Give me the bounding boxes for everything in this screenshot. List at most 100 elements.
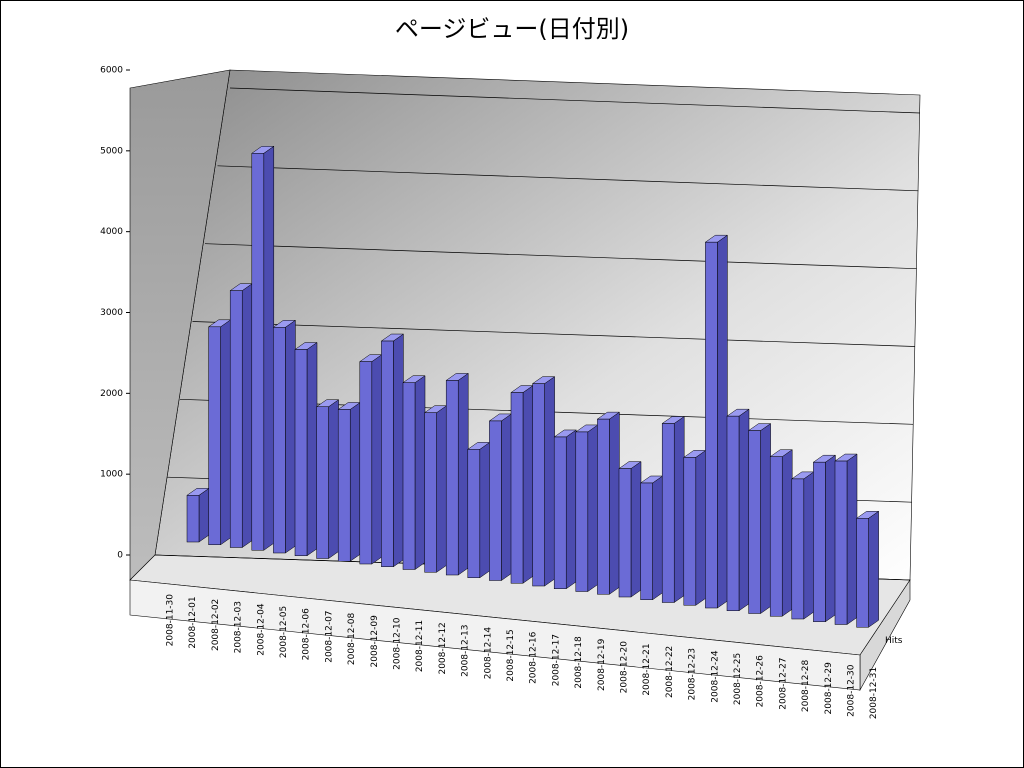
bar <box>423 405 448 573</box>
bar-side <box>717 234 728 609</box>
bar-front <box>791 478 805 620</box>
bar-side <box>695 449 707 606</box>
bar <box>488 413 513 581</box>
x-tick-label: 2008-12-25 <box>733 653 743 705</box>
x-tick-label: 2008-12-04 <box>256 603 266 656</box>
bar <box>467 441 491 579</box>
bar <box>661 416 685 603</box>
y-tick-label: 1000 <box>100 470 123 480</box>
grid-line <box>217 165 919 192</box>
bar <box>791 471 815 620</box>
y-tick-label: 0 <box>117 551 123 561</box>
bar <box>575 424 599 592</box>
bar-front <box>402 382 416 570</box>
x-tick-label: 2008-12-18 <box>574 636 584 689</box>
bar-front <box>726 415 740 611</box>
bar-side <box>846 453 858 625</box>
bar <box>402 375 426 570</box>
x-tick-label: 2008-12-14 <box>483 627 493 680</box>
x-tick-label: 2008-12-28 <box>801 660 811 713</box>
x-tick-label: 2008-12-08 <box>347 613 357 666</box>
bar <box>683 449 707 606</box>
bar-front <box>640 482 653 600</box>
y-tick-label: 5000 <box>100 146 123 156</box>
x-tick-label: 2008-12-15 <box>506 629 516 681</box>
bar <box>834 453 858 625</box>
x-tick-label: 2008-12-06 <box>302 608 312 661</box>
x-tick-label: 2008-12-29 <box>824 662 834 715</box>
bar-side <box>501 413 512 581</box>
bar-side <box>285 319 296 554</box>
bar-front <box>381 340 394 567</box>
bar-side <box>328 399 339 559</box>
bar-side <box>220 319 231 546</box>
bar-front <box>748 430 761 614</box>
bar <box>747 423 772 614</box>
bar <box>315 399 340 559</box>
y-tick-label: 3000 <box>100 308 123 318</box>
x-tick-label: 2008-12-01 <box>188 596 198 648</box>
bar-front <box>510 392 524 584</box>
bar-side <box>781 449 793 617</box>
bar-side <box>544 376 555 587</box>
chart-title: ページビュー(日付別) <box>395 15 629 43</box>
bar <box>207 319 232 546</box>
bar <box>294 342 318 557</box>
x-tick-label: 2008-12-20 <box>620 641 630 694</box>
bar-front <box>359 361 373 565</box>
bar <box>337 401 361 562</box>
bar-front <box>661 423 675 603</box>
bar <box>510 385 534 584</box>
bar-front <box>294 349 308 556</box>
bar-side <box>479 441 491 579</box>
bar <box>812 454 837 623</box>
bar <box>186 487 210 543</box>
bar-front <box>273 327 286 554</box>
bar-side <box>414 375 426 570</box>
bar-side <box>349 401 361 562</box>
x-tick-label: 2008-12-23 <box>688 648 698 700</box>
bar-front <box>618 468 632 598</box>
bar <box>359 354 383 565</box>
bar-side <box>630 461 642 598</box>
bar <box>380 333 405 568</box>
x-tick-label: 2008-12-09 <box>370 615 380 668</box>
bar-side <box>393 333 404 568</box>
bar-front <box>316 406 329 559</box>
bar <box>445 372 469 576</box>
bar-front <box>532 383 545 587</box>
bar-side <box>457 372 469 576</box>
bar <box>596 411 621 595</box>
bar-front <box>834 460 848 625</box>
bar-front <box>208 326 221 546</box>
x-tick-label: 2008-12-24 <box>710 650 720 703</box>
bar-front <box>856 518 869 628</box>
x-tick-label: 2008-12-19 <box>597 638 607 691</box>
bar-side <box>652 475 663 601</box>
bar-side <box>609 411 620 595</box>
bar-side <box>306 342 318 557</box>
bar <box>272 319 297 554</box>
bar-side <box>565 429 577 590</box>
bar-front <box>445 380 459 576</box>
bar-front <box>575 431 589 592</box>
bar-front <box>769 456 783 617</box>
bar-side <box>371 354 383 565</box>
x-tick-label: 2008-12-30 <box>847 664 857 717</box>
bar-side <box>587 424 599 592</box>
x-tick-label: 2008-11-30 <box>166 594 176 647</box>
x-tick-label: 2008-12-26 <box>756 655 766 708</box>
grid-line <box>204 243 917 270</box>
bar <box>769 449 793 617</box>
bar-side <box>673 416 685 603</box>
bar <box>726 408 750 612</box>
bar-side <box>825 454 836 623</box>
bar-side <box>522 385 534 584</box>
bar <box>618 461 642 598</box>
bar-front <box>813 461 826 623</box>
bar-side <box>803 471 815 620</box>
bar-front <box>553 436 567 589</box>
bar-side <box>198 487 210 543</box>
x-tick-label: 2008-12-17 <box>551 634 561 686</box>
